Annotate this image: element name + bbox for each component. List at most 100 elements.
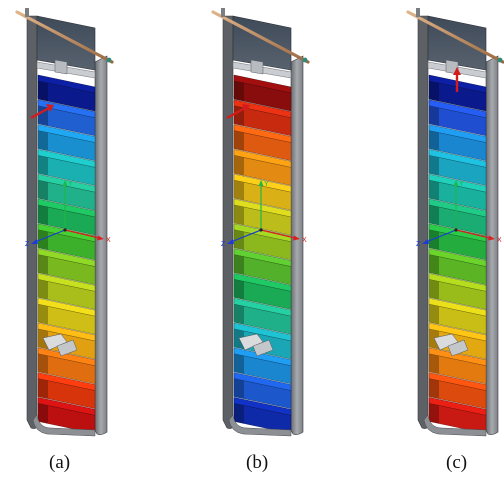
slat-8-shadow <box>234 254 244 275</box>
top-bracket <box>25 8 29 17</box>
axis-z-arrow-icon <box>31 239 38 244</box>
axis-z-label: Z <box>416 241 421 248</box>
arrow-icon <box>453 67 461 75</box>
slat-12-shadow <box>429 353 439 374</box>
axis-z-label: Z <box>221 241 226 248</box>
slat-2-shadow <box>429 105 439 126</box>
axis-y-arrow-icon <box>258 180 264 186</box>
bracket-icon <box>56 339 78 357</box>
slat-13-shadow <box>38 378 48 399</box>
slat-1-shadow <box>234 81 244 101</box>
bottom-frame <box>228 414 292 437</box>
right-frame <box>290 55 304 435</box>
panel-c-caption: (c) <box>446 452 468 473</box>
axis-origin <box>454 228 458 232</box>
slat-7-shadow <box>234 229 244 250</box>
axis-origin <box>63 228 67 232</box>
axis-x-label: X <box>302 237 307 244</box>
bracket-icon <box>447 339 469 357</box>
top-bracket <box>221 8 225 17</box>
load-arrow-line <box>30 106 50 120</box>
slat-1-shadow <box>429 81 439 101</box>
slat-12-shadow <box>38 353 48 374</box>
slat-6-shadow <box>38 205 48 225</box>
axis-y-arrow-icon <box>62 180 68 186</box>
rod-end-icon <box>106 57 112 63</box>
axis-x-line <box>260 229 296 239</box>
axis-x-arrow-icon <box>293 235 300 241</box>
arrow-icon <box>242 104 250 112</box>
axis-x-line <box>455 229 491 239</box>
slat-4-shadow <box>234 155 244 176</box>
slat-13-shadow <box>429 378 439 399</box>
slat-10-shadow <box>429 304 439 325</box>
slat-9-shadow <box>38 279 48 300</box>
axis-z-line <box>230 229 262 243</box>
panel-b: Y X Z <box>211 8 310 437</box>
slat-1-shadow <box>38 81 48 101</box>
slat-14-shadow <box>429 403 439 424</box>
slat-11-shadow <box>38 329 48 349</box>
bracket-icon <box>252 339 274 357</box>
mounting-rod <box>406 10 504 64</box>
axis-x-arrow-icon <box>97 235 104 241</box>
slat-6-shadow <box>234 205 244 225</box>
panel-a-caption: (a) <box>49 452 71 473</box>
slat-11-shadow <box>429 329 439 349</box>
axis-z-arrow-icon <box>227 239 234 244</box>
right-frame <box>94 55 108 435</box>
axis-x-label: X <box>106 237 111 244</box>
panel-c: Y X Z <box>406 8 504 437</box>
slat-10-shadow <box>234 304 244 325</box>
slat-9-shadow <box>429 279 439 300</box>
slat-3-shadow <box>429 130 439 151</box>
slat-6-shadow <box>429 205 439 225</box>
slat-5-shadow <box>429 180 439 201</box>
slat-7-shadow <box>38 229 48 250</box>
panel-a: Y X Z <box>15 8 114 437</box>
bottom-frame <box>32 414 96 437</box>
slat-5-shadow <box>234 180 244 201</box>
axis-z-label: Z <box>25 241 30 248</box>
slat-14-shadow <box>234 403 244 424</box>
left-frame <box>222 15 234 429</box>
axis-z-line <box>425 229 457 243</box>
bracket-icon <box>54 59 68 75</box>
bottom-frame <box>423 414 487 437</box>
slat-5-shadow <box>38 180 48 201</box>
axis-z-line <box>34 229 66 243</box>
axis-y-label: Y <box>68 181 73 188</box>
slat-4-shadow <box>38 155 48 176</box>
axis-x-arrow-icon <box>488 235 495 241</box>
axis-origin <box>259 228 263 232</box>
bracket-icon <box>250 59 264 75</box>
slat-4-shadow <box>429 155 439 176</box>
mounting-rod <box>15 10 114 64</box>
arrow-icon <box>46 104 54 112</box>
right-frame <box>485 55 499 435</box>
slat-9-shadow <box>234 279 244 300</box>
left-frame <box>26 15 38 429</box>
rod-end-icon <box>497 57 503 63</box>
slat-12-shadow <box>234 353 244 374</box>
slat-10-shadow <box>38 304 48 325</box>
top-bracket <box>416 8 420 17</box>
slat-7-shadow <box>429 229 439 250</box>
left-frame <box>417 15 429 429</box>
load-arrow-line <box>226 106 246 120</box>
slat-8-shadow <box>429 254 439 275</box>
axis-y-arrow-icon <box>453 180 459 186</box>
slat-8-shadow <box>38 254 48 275</box>
slat-3-shadow <box>38 130 48 151</box>
slat-13-shadow <box>234 378 244 399</box>
rod-end-icon <box>302 57 308 63</box>
axis-z-arrow-icon <box>422 239 429 244</box>
slat-14-shadow <box>38 403 48 424</box>
axis-x-line <box>64 229 100 239</box>
axis-x-label: X <box>497 237 502 244</box>
panel-b-caption: (b) <box>246 452 269 473</box>
slat-11-shadow <box>234 329 244 349</box>
axis-y-label: Y <box>459 181 464 188</box>
